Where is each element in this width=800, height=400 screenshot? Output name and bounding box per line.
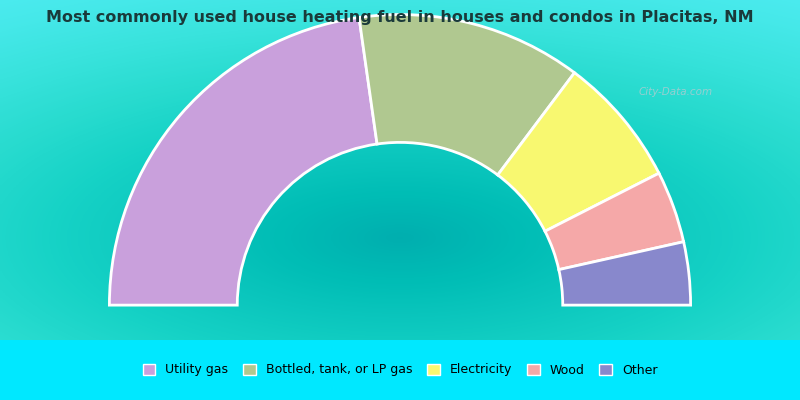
Wedge shape (545, 173, 683, 270)
Wedge shape (498, 73, 659, 231)
Wedge shape (359, 14, 574, 175)
Text: Most commonly used house heating fuel in houses and condos in Placitas, NM: Most commonly used house heating fuel in… (46, 10, 754, 25)
Text: City-Data.com: City-Data.com (639, 87, 713, 97)
Legend: Utility gas, Bottled, tank, or LP gas, Electricity, Wood, Other: Utility gas, Bottled, tank, or LP gas, E… (136, 357, 664, 383)
Wedge shape (110, 18, 377, 305)
Wedge shape (559, 242, 690, 305)
